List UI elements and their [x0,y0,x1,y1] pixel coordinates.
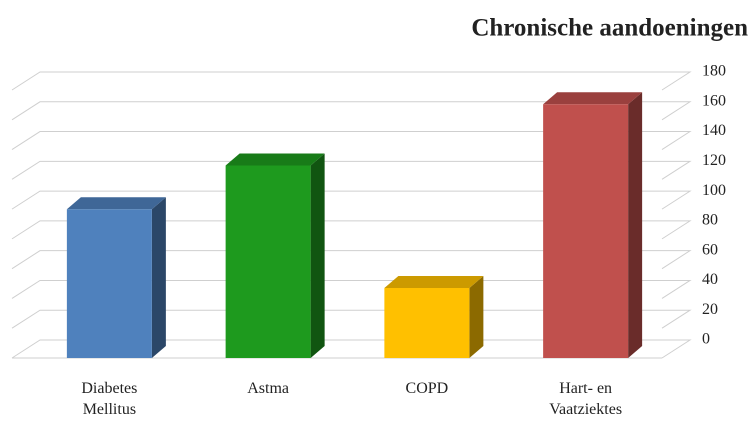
bar-top [66,197,166,210]
x-tick-label: COPD [405,380,449,397]
x-tick-label: Astma [247,380,290,397]
bar-front [66,209,152,358]
bar-top [384,276,484,288]
grid-line [11,309,692,329]
bar-side [628,92,643,358]
y-tick-label: 20 [702,301,718,318]
x-tick-label: Diabetes Mellitus [81,380,138,418]
x-tick-label: Hart- en Vaatziektes [549,380,623,418]
y-tick-label: 60 [702,241,718,258]
grid-line [11,250,692,270]
y-tick-label: 140 [702,122,726,139]
bar-side [310,153,325,358]
bar-front [384,288,470,358]
grid-line [11,101,692,121]
bar-side [151,197,166,358]
bar [225,153,325,358]
bar [543,92,643,358]
grid-line [11,339,692,359]
y-tick-label: 0 [702,331,710,348]
bar-front [225,165,311,358]
bar-top [543,92,643,105]
y-tick-label: 40 [702,271,718,288]
bar-top [225,153,325,166]
y-tick-label: 160 [702,92,726,109]
y-tick-label: 80 [702,212,718,229]
grid-line [11,279,692,299]
grid-line [11,131,692,150]
y-tick-label: 180 [702,63,726,80]
chart-title: Chronische aandoeningen [471,15,748,42]
grid-line [11,190,692,210]
bar-front [543,104,629,358]
bar-side [469,276,484,358]
grid-line [11,220,692,240]
y-tick-label: 100 [702,182,726,199]
grid-line [11,71,692,91]
y-tick-label: 120 [702,152,726,169]
grid-line [11,160,692,180]
bar [384,276,484,358]
bar [66,197,166,358]
